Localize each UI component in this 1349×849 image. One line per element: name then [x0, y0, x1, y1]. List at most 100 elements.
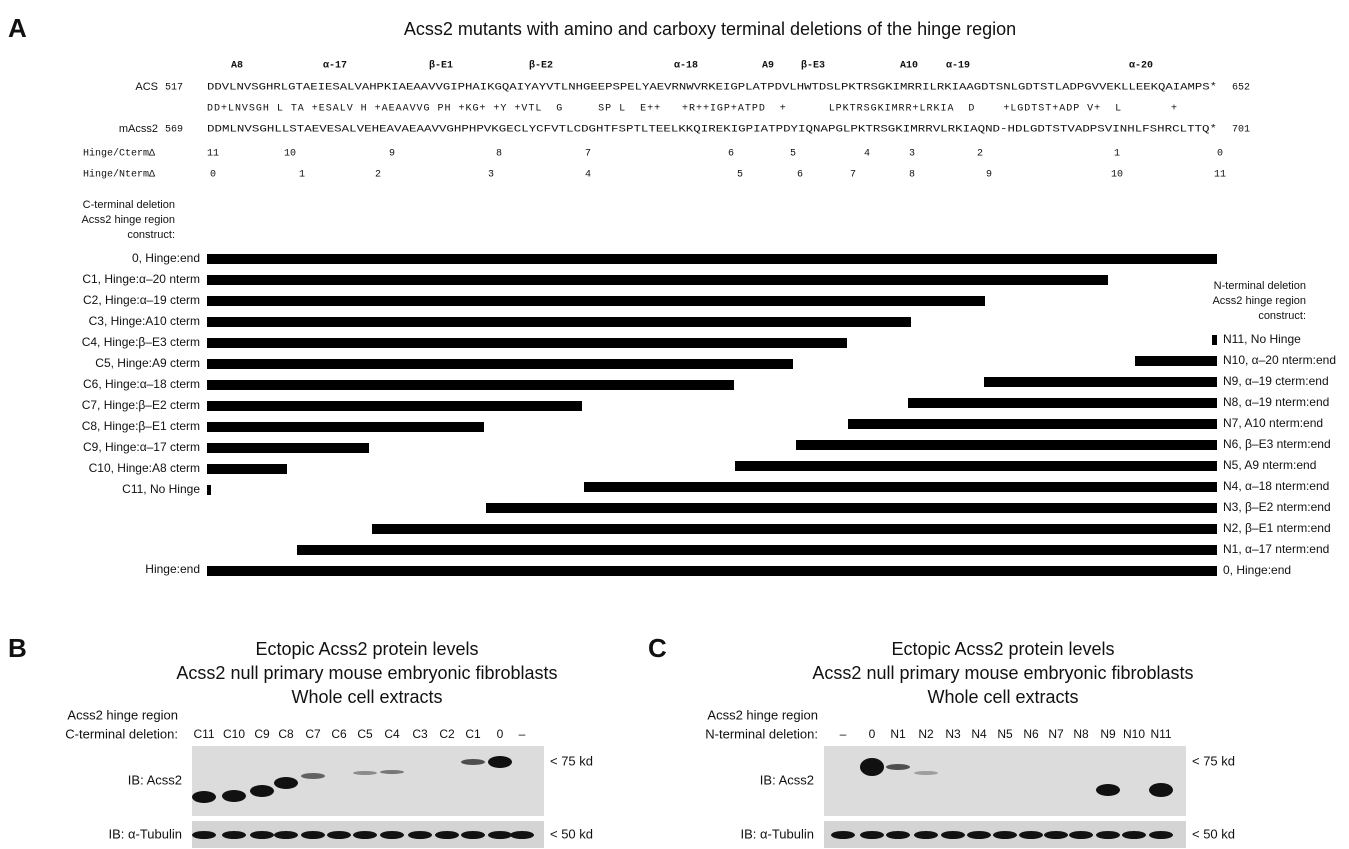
element-label: A9	[762, 61, 774, 72]
band	[967, 831, 991, 839]
lane-label: N8	[1073, 727, 1089, 741]
ruler-label: 11	[207, 149, 219, 160]
lane-label: C3	[412, 727, 428, 741]
ruler-label: 11	[1214, 170, 1226, 181]
panel-title: Ectopic Acss2 protein levels	[891, 639, 1114, 659]
blot-label: IB: Acss2	[760, 772, 814, 787]
band	[1044, 831, 1068, 839]
construct-bar	[584, 482, 1217, 492]
heading: construct:	[127, 229, 175, 241]
seq-start: 517	[165, 83, 183, 94]
band	[510, 831, 534, 839]
band	[250, 785, 274, 797]
heading: C-terminal deletion	[83, 199, 175, 211]
construct-label: C3, Hinge:A10 cterm	[89, 314, 200, 328]
element-label: α-19	[946, 61, 970, 72]
ruler-label: 2	[375, 170, 381, 181]
ruler-label: 8	[496, 149, 502, 160]
band	[353, 771, 377, 775]
lane-label: C10	[223, 727, 245, 741]
construct-bar	[207, 317, 911, 327]
construct-bar	[984, 377, 1217, 387]
lane-label: 0	[869, 727, 876, 741]
band	[192, 791, 216, 803]
ruler-label: 2	[977, 149, 983, 160]
ruler-label: 3	[488, 170, 494, 181]
band	[860, 758, 884, 776]
ruler-label: 0	[210, 170, 216, 181]
panel-title: Whole cell extracts	[291, 687, 442, 707]
band	[1019, 831, 1043, 839]
lane-label: C5	[357, 727, 373, 741]
panel-letter: A	[8, 13, 27, 43]
lane-label: C8	[278, 727, 294, 741]
construct-bar	[207, 380, 734, 390]
construct-bar	[207, 296, 985, 306]
construct-bar	[207, 338, 847, 348]
construct-label: N10, α–20 nterm:end	[1223, 353, 1336, 367]
lane-label: –	[519, 727, 526, 741]
construct-label: N1, α–17 nterm:end	[1223, 542, 1329, 556]
lane-label: N11	[1150, 727, 1171, 741]
band	[461, 759, 485, 765]
size-marker: < 75 kd	[550, 753, 593, 768]
construct-label: C1, Hinge:α–20 nterm	[82, 272, 200, 286]
lane-label: –	[840, 727, 847, 741]
construct-label: N8, α–19 nterm:end	[1223, 395, 1329, 409]
band	[914, 831, 938, 839]
lane-label: N9	[1100, 727, 1116, 741]
blot-label: IB: α-Tubulin	[740, 826, 814, 841]
lane-label: C4	[384, 727, 400, 741]
construct-label: C9, Hinge:α–17 cterm	[83, 440, 200, 454]
construct-bar	[207, 566, 1217, 576]
lane-label: N2	[918, 727, 934, 741]
panel-letter: B	[8, 633, 27, 663]
construct-bar	[908, 398, 1217, 408]
construct-bar	[207, 359, 793, 369]
construct-label: C4, Hinge:β–E3 cterm	[82, 335, 200, 349]
ruler-label: 1	[299, 170, 305, 181]
seq-end: 701	[1232, 125, 1250, 136]
ruler-label: 7	[585, 149, 591, 160]
construct-bar	[207, 422, 484, 432]
ruler-label: 0	[1217, 149, 1223, 160]
construct-bar	[207, 464, 287, 474]
seq-text: DDVLNVSGHRLGTAEIESALVAHPKIAEAAVVGIPHAIKG…	[207, 82, 1217, 94]
lane-label: N3	[945, 727, 961, 741]
ruler-label: 9	[389, 149, 395, 160]
ruler-label: 4	[864, 149, 870, 160]
ruler-label: 5	[737, 170, 743, 181]
band	[380, 770, 404, 774]
band	[941, 831, 965, 839]
seq-end: 652	[1232, 83, 1250, 94]
construct-label: N5, A9 nterm:end	[1223, 458, 1316, 472]
construct-label: C10, Hinge:A8 cterm	[89, 461, 200, 475]
lane-label: N6	[1023, 727, 1039, 741]
lane-heading: N-terminal deletion:	[705, 726, 818, 741]
heading: construct:	[1258, 310, 1306, 322]
lane-label: C11	[193, 727, 214, 741]
element-label: β-E3	[801, 60, 825, 72]
construct-label: N9, α–19 cterm:end	[1223, 374, 1329, 388]
band	[1149, 783, 1173, 797]
blot	[824, 746, 1186, 816]
construct-label: N6, β–E3 nterm:end	[1223, 437, 1331, 451]
band	[886, 831, 910, 839]
lane-heading: C-terminal deletion:	[65, 726, 178, 741]
ruler-name: Hinge/CtermΔ	[83, 148, 155, 160]
lane-label: C9	[254, 727, 270, 741]
ruler-label: 9	[986, 170, 992, 181]
lane-label: N4	[971, 727, 987, 741]
construct-bar	[207, 485, 211, 495]
band	[1096, 784, 1120, 796]
band	[886, 764, 910, 770]
lane-label: 0	[497, 727, 504, 741]
lane-label: C7	[305, 727, 321, 741]
heading: Acss2 hinge region	[1212, 295, 1306, 307]
heading: N-terminal deletion	[1214, 280, 1306, 292]
figure: AAcss2 mutants with amino and carboxy te…	[0, 0, 1349, 849]
band	[250, 831, 274, 839]
blot-label: IB: α-Tubulin	[108, 826, 182, 841]
band	[461, 831, 485, 839]
construct-bar	[207, 254, 1217, 264]
